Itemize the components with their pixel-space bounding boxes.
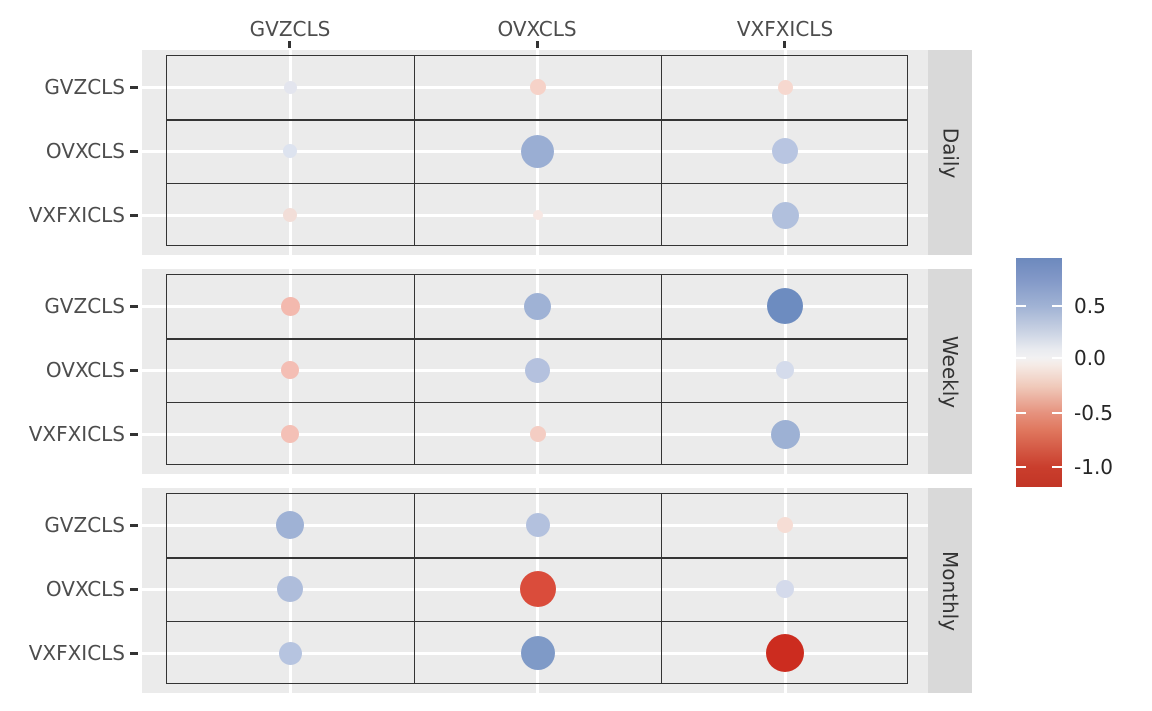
cell-column-divider <box>413 56 415 245</box>
row-label-ovxcls: OVXCLS <box>45 139 125 163</box>
cell-column-divider <box>660 275 662 464</box>
legend-tick-mark <box>1052 466 1062 468</box>
correlation-dot-weekly-ovxcls-ovxcls <box>525 357 550 383</box>
axis-tick <box>130 587 138 591</box>
column-label-gvzcls: GVZCLS <box>249 17 331 41</box>
cell-column-divider <box>413 494 415 683</box>
correlation-dot-monthly-gvzcls-vxfxicls <box>777 517 793 533</box>
facet-panel-weekly <box>142 269 928 474</box>
cell-column-divider <box>660 494 662 683</box>
cell-column-divider <box>413 275 415 464</box>
facet-panel-daily <box>142 50 928 255</box>
cell-matrix-border <box>166 55 908 246</box>
correlation-dot-daily-gvzcls-gvzcls <box>283 80 297 94</box>
axis-tick <box>130 523 138 527</box>
correlation-dot-monthly-gvzcls-ovxcls <box>525 513 550 537</box>
correlation-dot-weekly-gvzcls-ovxcls <box>524 292 551 320</box>
legend-tick-mark <box>1016 412 1026 414</box>
axis-tick <box>130 368 138 372</box>
correlation-dot-monthly-ovxcls-gvzcls <box>277 576 303 602</box>
cell-row-divider <box>167 620 907 622</box>
correlation-dot-daily-ovxcls-ovxcls <box>521 134 554 168</box>
legend-tick-label: 0.5 <box>1074 294 1106 318</box>
correlation-dot-monthly-ovxcls-ovxcls <box>519 571 556 607</box>
axis-tick <box>130 432 138 436</box>
legend-tick-label: 0.0 <box>1074 346 1106 370</box>
correlation-dot-daily-vxfxicls-ovxcls <box>532 210 543 220</box>
legend-tick-mark <box>1016 357 1026 359</box>
row-label-vxfxicls: VXFXICLS <box>28 641 125 665</box>
axis-tick <box>130 85 138 89</box>
facet-strip-weekly: Weekly <box>928 269 972 474</box>
legend-tick-mark <box>1052 412 1062 414</box>
axis-tick <box>288 41 291 48</box>
legend-tick-label: -1.0 <box>1074 455 1114 479</box>
facet-strip-label: Weekly <box>938 335 962 408</box>
legend-tick-mark <box>1016 305 1026 307</box>
correlation-dot-weekly-ovxcls-vxfxicls <box>776 361 794 379</box>
axis-tick <box>783 41 786 48</box>
row-label-vxfxicls: VXFXICLS <box>28 422 125 446</box>
correlation-dot-daily-gvzcls-ovxcls <box>529 79 546 95</box>
axis-tick <box>130 149 138 153</box>
correlation-dot-daily-vxfxicls-vxfxicls <box>771 201 799 229</box>
facet-strip-monthly: Monthly <box>928 488 972 693</box>
correlation-dot-weekly-vxfxicls-ovxcls <box>529 426 546 442</box>
axis-tick <box>130 651 138 655</box>
legend-tick-label: -0.5 <box>1074 401 1114 425</box>
column-label-vxfxicls: VXFXICLS <box>736 17 834 41</box>
row-label-vxfxicls: VXFXICLS <box>28 203 125 227</box>
legend-gradient-bar <box>1016 258 1062 487</box>
cell-row-divider <box>167 401 907 403</box>
facet-strip-daily: Daily <box>928 50 972 255</box>
correlation-dot-weekly-gvzcls-vxfxicls <box>767 288 803 324</box>
cell-row-divider <box>167 557 907 559</box>
correlation-dot-monthly-vxfxicls-ovxcls <box>520 636 555 670</box>
row-label-ovxcls: OVXCLS <box>45 358 125 382</box>
correlation-dot-daily-gvzcls-vxfxicls <box>777 79 793 95</box>
correlation-dot-daily-ovxcls-vxfxicls <box>772 138 798 164</box>
row-label-ovxcls: OVXCLS <box>45 577 125 601</box>
row-label-gvzcls: GVZCLS <box>44 513 125 537</box>
axis-tick <box>536 41 539 48</box>
facet-strip-label: Daily <box>938 127 963 178</box>
facet-panel-monthly <box>142 488 928 693</box>
cell-matrix-border <box>166 493 908 684</box>
correlation-dot-monthly-vxfxicls-gvzcls <box>278 641 302 665</box>
cell-row-divider <box>167 182 907 184</box>
correlation-dot-weekly-ovxcls-gvzcls <box>281 361 299 379</box>
cell-row-divider <box>167 338 907 340</box>
correlation-dot-weekly-vxfxicls-vxfxicls <box>770 419 800 449</box>
legend-tick-mark <box>1052 357 1062 359</box>
correlation-dot-weekly-vxfxicls-gvzcls <box>281 425 299 443</box>
correlation-dot-daily-vxfxicls-gvzcls <box>283 208 297 222</box>
correlation-dot-monthly-gvzcls-gvzcls <box>276 511 304 539</box>
correlation-dot-monthly-vxfxicls-vxfxicls <box>766 634 804 672</box>
legend-tick-mark <box>1052 305 1062 307</box>
cell-row-divider <box>167 119 907 121</box>
cell-column-divider <box>660 56 662 245</box>
axis-tick <box>130 213 138 217</box>
facet-strip-label: Monthly <box>938 550 963 631</box>
axis-tick <box>130 304 138 308</box>
correlation-dot-monthly-ovxcls-vxfxicls <box>776 580 794 598</box>
correlation-dot-daily-ovxcls-gvzcls <box>283 144 297 158</box>
correlation-dot-weekly-gvzcls-gvzcls <box>280 296 300 316</box>
column-label-ovxcls: OVXCLS <box>497 17 577 41</box>
row-label-gvzcls: GVZCLS <box>44 75 125 99</box>
legend-tick-mark <box>1016 466 1026 468</box>
cell-matrix-border <box>166 274 908 465</box>
row-label-gvzcls: GVZCLS <box>44 294 125 318</box>
